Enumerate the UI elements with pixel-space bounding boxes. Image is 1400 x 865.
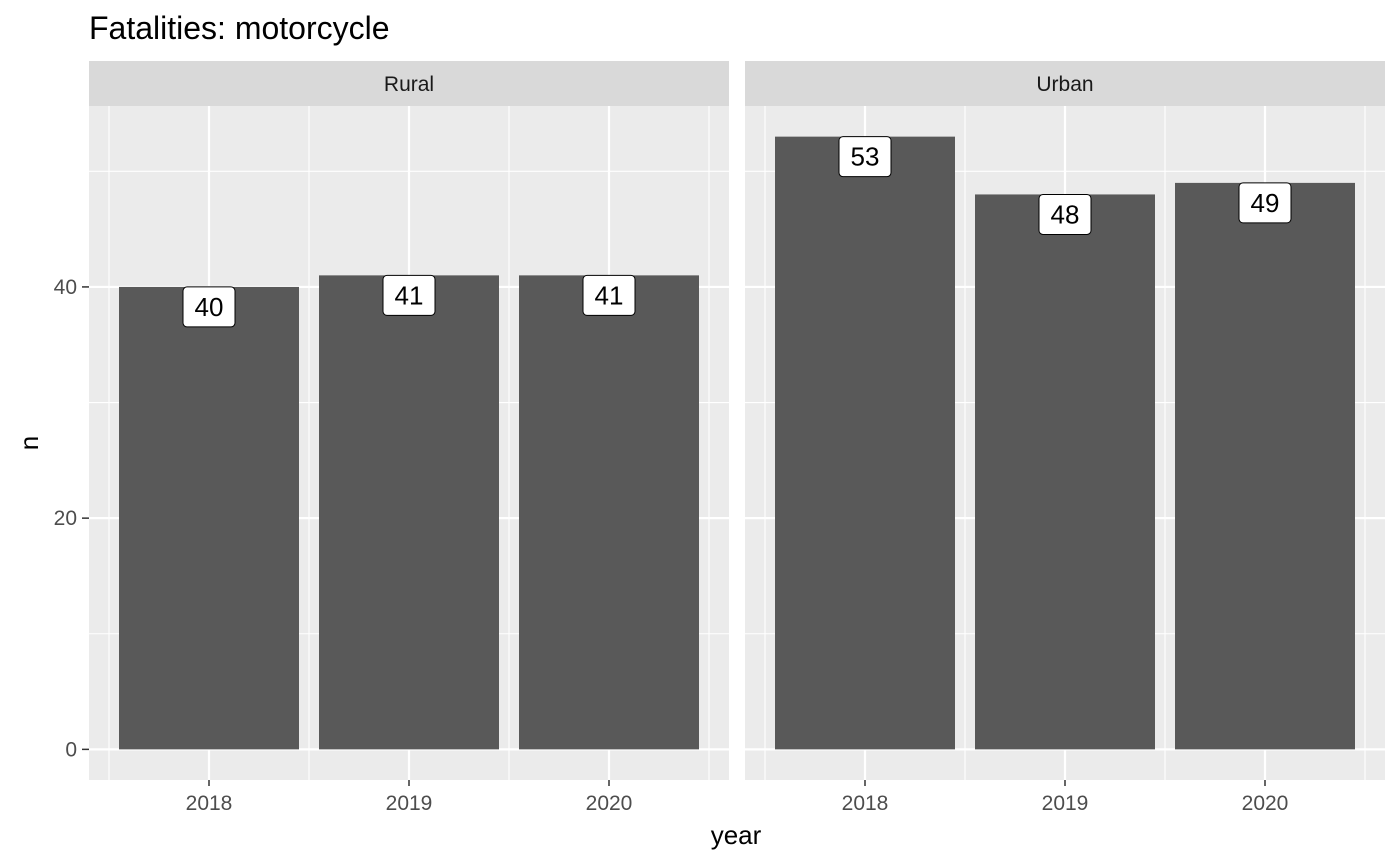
bar-label-box — [582, 274, 636, 316]
bar-label: 53 — [838, 136, 892, 178]
bar-label-box — [1238, 182, 1292, 224]
bar — [1175, 182, 1355, 750]
bar-label-box — [382, 274, 436, 316]
bar-label-box — [1038, 193, 1092, 235]
bar — [119, 286, 299, 750]
x-axis-title: year — [711, 820, 762, 850]
x-tick-label: 2018 — [186, 792, 233, 815]
bar-label-value: 53 — [851, 142, 880, 172]
bar-label: 40 — [182, 286, 236, 328]
bar-label-box — [182, 286, 236, 328]
bar-label-value: 41 — [595, 280, 624, 310]
bar — [519, 275, 699, 750]
x-tick-label: 2019 — [1042, 792, 1089, 815]
x-tick-label: 2020 — [1242, 792, 1289, 815]
bar-label: 48 — [1038, 193, 1092, 235]
bar-label-box — [838, 136, 892, 178]
chart-title: Fatalities: motorcycle — [89, 10, 390, 46]
x-tick-label: 2020 — [586, 792, 633, 815]
y-tick-label: 0 — [65, 738, 77, 761]
facet-panel-rural: Rural 40 41 41 2018 2019 2020 — [89, 61, 729, 815]
bar — [775, 136, 955, 750]
bar-label-value: 40 — [195, 292, 224, 322]
bar — [319, 275, 499, 750]
bar-label-value: 49 — [1251, 188, 1280, 218]
x-tick-label: 2019 — [386, 792, 433, 815]
bar-label-value: 48 — [1051, 199, 1080, 229]
bar-label: 49 — [1238, 182, 1292, 224]
facet-strip-label: Urban — [1036, 73, 1093, 96]
y-axis-title: n — [14, 436, 44, 450]
y-tick-label: 20 — [54, 507, 77, 530]
bar-label: 41 — [382, 274, 436, 316]
facet-strip — [89, 61, 729, 106]
facet-panel-urban: Urban 53 48 49 2018 2019 2020 — [745, 61, 1385, 815]
bar-label-value: 41 — [395, 280, 424, 310]
bar — [975, 194, 1155, 750]
x-tick-label: 2018 — [842, 792, 889, 815]
y-tick-label: 40 — [54, 276, 77, 299]
y-axis: 0 20 40 — [54, 276, 89, 761]
facet-panels: Rural 40 41 41 2018 2019 2020 Urban 53 48 49 2018 20… — [89, 61, 1385, 815]
facet-strip-label: Rural — [384, 73, 434, 96]
bar-label: 41 — [582, 274, 636, 316]
facet-strip — [745, 61, 1385, 106]
